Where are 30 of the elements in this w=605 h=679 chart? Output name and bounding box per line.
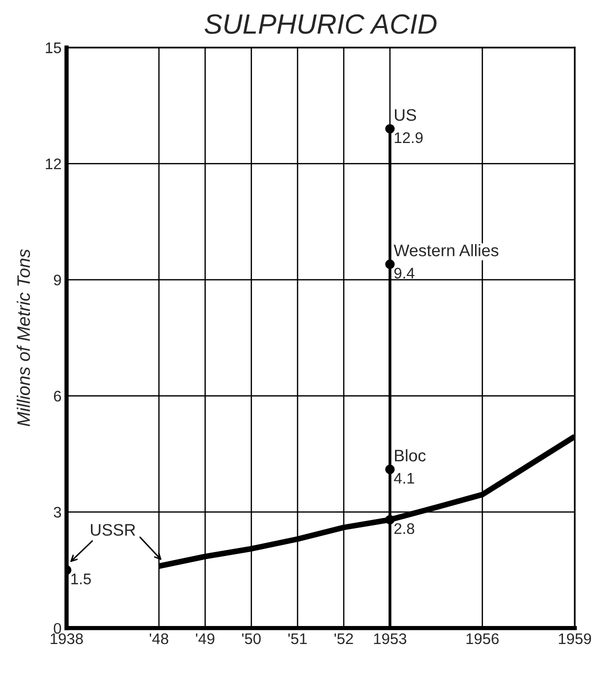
- y-tick-label: 0: [54, 622, 62, 634]
- x-tick-label: 1959: [558, 633, 592, 644]
- y-tick-label: 6: [54, 390, 62, 402]
- data-label: 4.1: [394, 473, 414, 484]
- y-tick-label: 3: [54, 506, 62, 518]
- series-label: Western Allies: [394, 244, 498, 256]
- data-label: 1.5: [71, 574, 91, 584]
- text: USSR: [90, 524, 136, 536]
- y-tick-label: 15: [46, 42, 62, 54]
- y-tick-label: 9: [54, 274, 61, 286]
- x-tick-label: 1953: [374, 633, 406, 644]
- x-tick-label: '48: [150, 633, 168, 644]
- x-tick-label: '49: [196, 633, 214, 644]
- x-tick-label: '51: [288, 633, 307, 644]
- point: [385, 464, 395, 474]
- x-tick-label: 1938: [50, 633, 83, 644]
- data-label: 2.8: [394, 523, 414, 534]
- point: [385, 514, 395, 524]
- y-axis-title: Millions of Metric Tons: [16, 249, 30, 426]
- point: [385, 124, 395, 134]
- x-tick-label: '52: [334, 633, 353, 644]
- data-label: 9.4: [394, 268, 414, 279]
- series-label: Bloc: [395, 449, 426, 462]
- point: [385, 260, 395, 270]
- chart-title: SULPHURIC ACID: [204, 14, 437, 34]
- x-tick-label: '50: [242, 633, 261, 644]
- y-tick-label: 12: [46, 158, 61, 170]
- series-label: US: [394, 109, 416, 121]
- data-label: 12.9: [394, 132, 423, 144]
- x-tick-label: 1956: [466, 633, 499, 644]
